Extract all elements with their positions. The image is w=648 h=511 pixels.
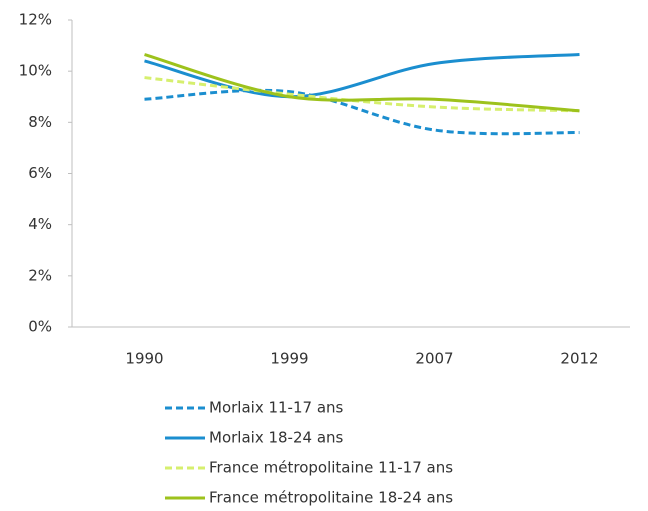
- x-tick-label: 2012: [560, 350, 598, 368]
- legend-label: France métropolitaine 18-24 ans: [209, 489, 453, 507]
- legend-label: Morlaix 18-24 ans: [209, 429, 344, 447]
- series-line: [144, 88, 580, 136]
- y-tick-label: 12%: [19, 11, 52, 29]
- y-tick-label: 0%: [28, 318, 52, 336]
- y-tick-label: 2%: [28, 266, 52, 284]
- y-tick-label: 10%: [19, 62, 52, 80]
- x-tick-label: 2007: [415, 350, 453, 368]
- legend-label: France métropolitaine 11-17 ans: [209, 459, 453, 477]
- series-line: [144, 53, 580, 99]
- y-tick-label: 6%: [28, 164, 52, 182]
- x-tick-label: 1990: [125, 350, 163, 368]
- y-tick-label: 4%: [28, 215, 52, 233]
- x-tick-label: 1999: [270, 350, 308, 368]
- legend-label: Morlaix 11-17 ans: [209, 399, 344, 417]
- y-tick-label: 8%: [28, 113, 52, 131]
- series-line: [144, 53, 580, 113]
